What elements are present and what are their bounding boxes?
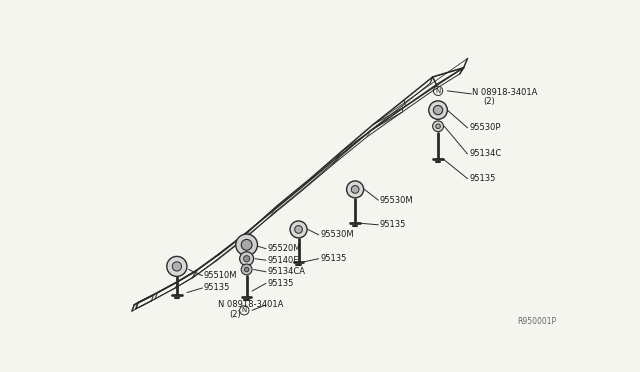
Text: 95510M: 95510M xyxy=(204,271,237,280)
Text: 95530M: 95530M xyxy=(320,230,354,239)
Circle shape xyxy=(347,181,364,198)
Text: (2): (2) xyxy=(230,310,241,319)
Circle shape xyxy=(436,124,440,129)
Text: 95135: 95135 xyxy=(470,174,496,183)
Circle shape xyxy=(429,101,447,119)
Text: 95530M: 95530M xyxy=(380,196,413,205)
Circle shape xyxy=(244,267,249,272)
Circle shape xyxy=(294,225,303,233)
Circle shape xyxy=(167,256,187,276)
Text: 95520M: 95520M xyxy=(268,244,301,253)
Circle shape xyxy=(290,221,307,238)
Circle shape xyxy=(433,121,444,132)
Text: N: N xyxy=(242,307,247,313)
Text: 95530P: 95530P xyxy=(470,123,501,132)
Text: 95135: 95135 xyxy=(320,254,347,263)
Text: 95134C: 95134C xyxy=(470,150,502,158)
Circle shape xyxy=(351,186,359,193)
Text: R950001P: R950001P xyxy=(518,317,557,326)
Text: (2): (2) xyxy=(483,97,495,106)
Text: N: N xyxy=(435,88,441,94)
Circle shape xyxy=(241,264,252,275)
Text: 95135: 95135 xyxy=(380,220,406,229)
Circle shape xyxy=(239,252,253,266)
Text: N 08918-3401A: N 08918-3401A xyxy=(472,88,538,97)
Text: 95135: 95135 xyxy=(204,283,230,292)
Circle shape xyxy=(433,106,443,115)
Text: N 08918-3401A: N 08918-3401A xyxy=(218,301,284,310)
Circle shape xyxy=(244,256,250,262)
Circle shape xyxy=(236,234,257,256)
Text: 95140E: 95140E xyxy=(268,256,299,265)
Text: 95135: 95135 xyxy=(268,279,294,288)
Circle shape xyxy=(172,262,182,271)
Circle shape xyxy=(241,240,252,250)
Text: 95134CA: 95134CA xyxy=(268,267,305,276)
